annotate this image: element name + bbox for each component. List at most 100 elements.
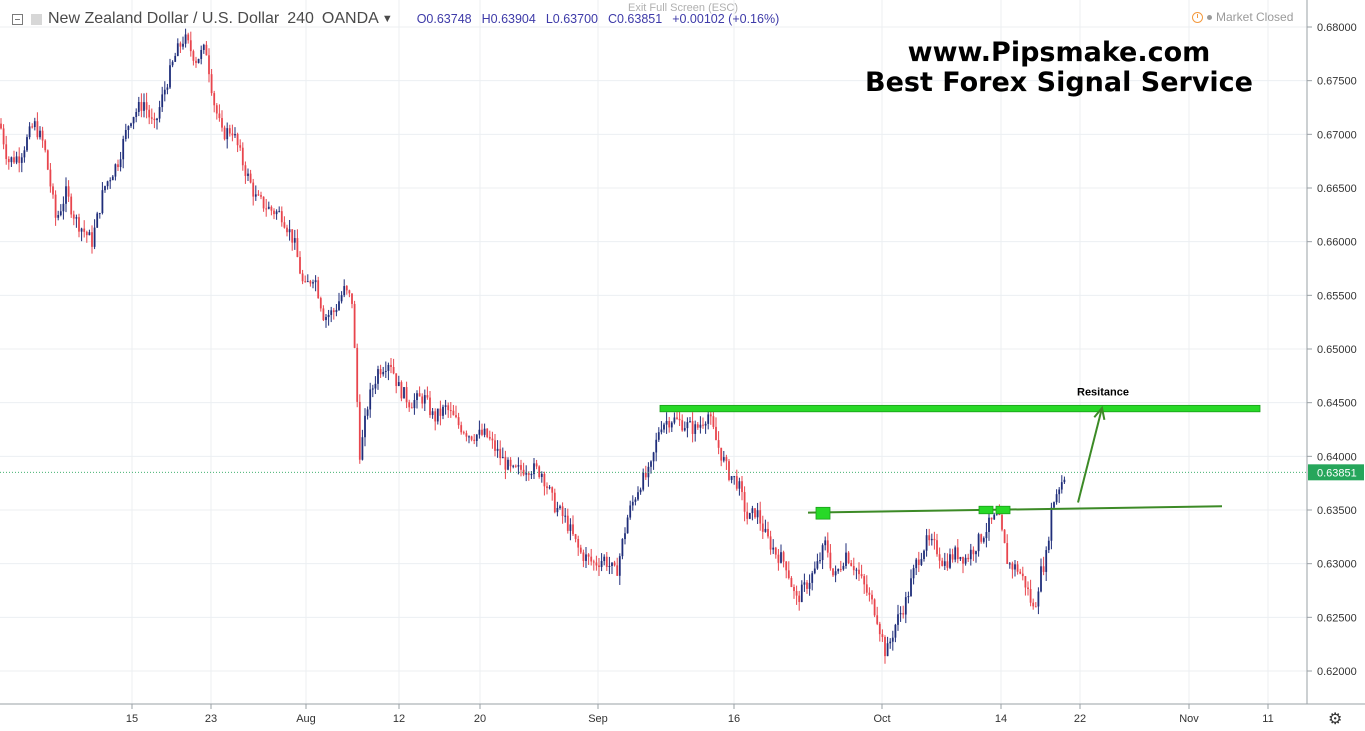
market-status: Market Closed — [1192, 10, 1293, 24]
candle-up — [899, 606, 902, 622]
candle-up — [985, 522, 988, 548]
candle-up — [824, 536, 827, 551]
candle-down — [743, 486, 746, 522]
candle-down — [514, 464, 517, 468]
candle-down — [1011, 561, 1014, 579]
candle-up — [114, 163, 117, 181]
candle-down — [691, 412, 694, 443]
candle-up — [104, 185, 106, 193]
candle-up — [57, 210, 60, 221]
candle-up — [689, 416, 691, 423]
candle-down — [1024, 575, 1027, 596]
candle-up — [366, 406, 369, 420]
x-tick-label: 11 — [1262, 713, 1273, 725]
candle-down — [1006, 534, 1009, 564]
candle-down — [465, 430, 468, 442]
candle-down — [0, 118, 2, 130]
gear-icon[interactable]: ⚙ — [1328, 711, 1343, 728]
candle-down — [715, 417, 717, 441]
x-tick-label: Nov — [1179, 713, 1199, 725]
candle-down — [46, 149, 49, 171]
candle-up — [993, 512, 996, 521]
candle-down — [215, 103, 218, 120]
candle-down — [67, 180, 70, 202]
candle-down — [418, 386, 421, 397]
candle-up — [694, 420, 697, 442]
candle-down — [598, 557, 600, 576]
candle-down — [231, 124, 234, 142]
exchange-label[interactable]: OANDA — [321, 10, 379, 27]
candle-down — [592, 559, 595, 571]
clock-icon — [1192, 11, 1203, 23]
candle-down — [881, 629, 884, 642]
candle-down — [785, 560, 788, 579]
candle-up — [525, 465, 528, 482]
candle-down — [140, 93, 143, 118]
candle-up — [15, 151, 18, 165]
candle-up — [923, 549, 925, 562]
candle-down — [70, 193, 73, 218]
candle-down — [54, 190, 57, 226]
collapse-icon[interactable] — [12, 13, 23, 25]
candle-down — [522, 462, 525, 477]
candle-up — [683, 421, 686, 432]
candle-down — [933, 531, 936, 550]
candle-up — [897, 604, 899, 631]
candle-down — [351, 293, 353, 309]
candle-up — [618, 553, 621, 585]
candle-down — [850, 559, 853, 567]
candle-down — [967, 553, 970, 563]
candle-up — [517, 457, 520, 475]
candle-up — [564, 508, 567, 523]
candle-down — [301, 269, 304, 285]
candle-down — [218, 104, 221, 122]
candle-up — [808, 574, 811, 596]
y-tick-label: 0.63000 — [1317, 559, 1357, 571]
candle-down — [746, 502, 749, 525]
candle-up — [23, 146, 26, 163]
candle-down — [917, 551, 920, 573]
candle-down — [1027, 581, 1029, 596]
candle-down — [878, 621, 881, 642]
candle-up — [894, 623, 897, 643]
candle-down — [546, 482, 548, 495]
candle-up — [254, 185, 257, 201]
candle-down — [319, 296, 322, 312]
candle-up — [845, 543, 847, 569]
candle-up — [163, 81, 166, 102]
candle-up — [886, 636, 889, 657]
candle-down — [538, 465, 541, 479]
symbol-icon — [31, 13, 42, 25]
candle-down — [2, 124, 5, 150]
exit-fullscreen-hint[interactable]: Exit Full Screen (ESC) — [628, 2, 739, 14]
candle-down — [421, 393, 424, 409]
candle-up — [639, 487, 642, 495]
interval-label[interactable]: 240 — [287, 10, 314, 27]
candle-up — [80, 227, 83, 242]
candle-up — [135, 108, 138, 123]
candle-up — [226, 122, 229, 149]
candle-up — [200, 45, 203, 65]
candle-down — [83, 220, 86, 238]
candle-down — [527, 471, 530, 481]
candle-down — [426, 386, 429, 400]
chevron-down-icon[interactable]: ▼ — [381, 13, 393, 25]
candle-down — [18, 147, 21, 173]
candle-up — [413, 393, 416, 415]
candle-down — [616, 557, 619, 577]
symbol-title[interactable]: New Zealand Dollar / U.S. Dollar — [48, 10, 280, 27]
candle-down — [358, 394, 361, 464]
arrow-shaft — [1077, 407, 1103, 503]
candle-down — [956, 539, 959, 564]
candle-down — [460, 421, 463, 435]
candle-down — [587, 553, 590, 565]
candle-down — [299, 251, 301, 275]
candle-down — [429, 391, 431, 418]
candle-up — [834, 565, 837, 583]
candle-up — [772, 539, 775, 555]
y-tick-label: 0.65500 — [1317, 290, 1357, 302]
candle-down — [1019, 568, 1022, 575]
candle-up — [20, 153, 23, 173]
